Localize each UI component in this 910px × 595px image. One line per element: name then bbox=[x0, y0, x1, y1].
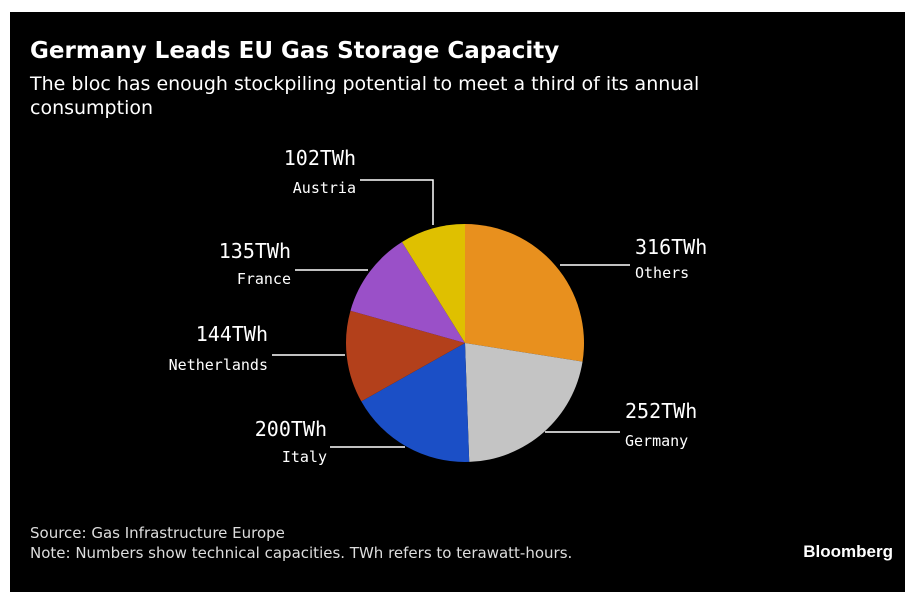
pie-slice bbox=[361, 343, 470, 462]
pie-slice bbox=[350, 242, 465, 343]
value-label: 102TWh bbox=[284, 146, 356, 170]
value-label: 144TWh bbox=[196, 322, 268, 346]
chart-subtitle: The bloc has enough stockpiling potentia… bbox=[30, 73, 700, 119]
pie-slice bbox=[465, 343, 583, 462]
value-label: 316TWh bbox=[635, 235, 707, 259]
chart: 316TWh Others 252TWh Germany 200TWh Italy 144T… bbox=[169, 146, 708, 466]
slice-label: France bbox=[237, 270, 291, 288]
pie-slice bbox=[346, 310, 465, 402]
brand: Bloomberg bbox=[803, 542, 893, 561]
pie-slice bbox=[402, 224, 465, 343]
chart-frame: 316TWh Others 252TWh Germany 200TWh Italy 144T… bbox=[10, 12, 905, 592]
slice-label: Netherlands bbox=[169, 356, 268, 374]
slice-label: Italy bbox=[282, 448, 327, 466]
note: Note: Numbers show technical capacities.… bbox=[30, 544, 573, 562]
value-label: 135TWh bbox=[219, 239, 291, 263]
slice-label: Others bbox=[635, 264, 689, 282]
slice-label: Germany bbox=[625, 432, 688, 450]
source: Source: Gas Infrastructure Europe bbox=[30, 524, 285, 542]
chart-title: Germany Leads EU Gas Storage Capacity bbox=[30, 38, 560, 64]
slice-label: Austria bbox=[293, 179, 356, 197]
pie-slice bbox=[465, 224, 584, 362]
value-label: 252TWh bbox=[625, 399, 697, 423]
leader-line bbox=[360, 179, 434, 225]
value-label: 200TWh bbox=[255, 417, 327, 441]
